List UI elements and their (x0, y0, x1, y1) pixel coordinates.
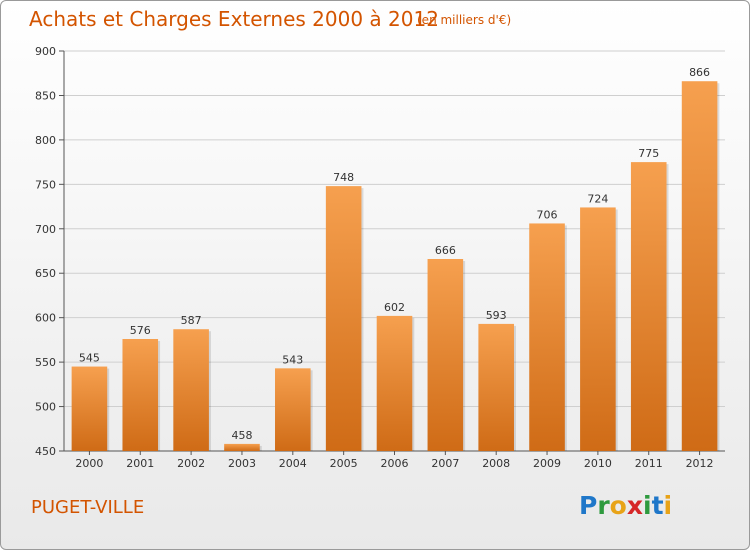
value-label: 587 (181, 314, 202, 327)
value-label: 593 (486, 309, 507, 322)
x-tick-label: 2006 (381, 457, 409, 470)
y-tick-label: 850 (35, 89, 56, 102)
chart-subtitle: (en milliers d'€) (417, 13, 512, 27)
value-label: 866 (689, 66, 710, 79)
x-tick-label: 2012 (686, 457, 714, 470)
value-label: 602 (384, 301, 405, 314)
logo-letter: i (643, 491, 652, 520)
x-tick-label: 2000 (75, 457, 103, 470)
bar (173, 329, 209, 451)
logo-letter: x (626, 491, 643, 520)
bar (275, 368, 311, 451)
proxiti-logo[interactable]: Proxiti (579, 491, 672, 520)
x-tick-label: 2011 (635, 457, 663, 470)
bar (376, 315, 413, 451)
logo-letter: o (609, 491, 627, 520)
x-tick-label: 2010 (584, 457, 612, 470)
x-tick-label: 2004 (279, 457, 307, 470)
x-tick-label: 2005 (330, 457, 358, 470)
y-tick-label: 600 (35, 312, 56, 325)
x-tick-label: 2007 (431, 457, 459, 470)
y-tick-label: 800 (35, 134, 56, 147)
commune-name: PUGET-VILLE (31, 497, 145, 518)
bar (71, 366, 108, 451)
x-tick-label: 2009 (533, 457, 561, 470)
bar (224, 443, 260, 451)
value-label: 748 (333, 171, 354, 184)
y-tick-label: 650 (35, 267, 56, 280)
logo-letter: t (651, 491, 664, 520)
x-tick-label: 2008 (482, 457, 510, 470)
labels: 450 500 550 600 650 700 750 800 850 900 545 2000 576… (35, 45, 714, 470)
value-label: 775 (638, 147, 659, 160)
bar (122, 339, 159, 451)
x-tick-label: 2003 (228, 457, 256, 470)
x-tick-label: 2001 (126, 457, 154, 470)
y-tick-label: 500 (35, 401, 56, 414)
bars (71, 81, 720, 451)
bar (325, 186, 362, 451)
bar (630, 162, 667, 451)
y-tick-label: 900 (35, 45, 56, 58)
x-tick-label: 2002 (177, 457, 205, 470)
bar (427, 259, 464, 451)
bar (681, 81, 718, 451)
value-label: 666 (435, 244, 456, 257)
bar (478, 323, 514, 451)
value-label: 458 (231, 429, 252, 442)
bar (529, 223, 565, 451)
chart-title: Achats et Charges Externes 2000 à 2012 (29, 7, 439, 31)
bar (580, 207, 616, 451)
logo-letter: P (579, 491, 598, 520)
y-tick-label: 550 (35, 356, 56, 369)
y-tick-label: 700 (35, 223, 56, 236)
value-label: 545 (79, 352, 100, 365)
logo-letter: r (597, 491, 610, 520)
value-label: 706 (537, 208, 558, 221)
y-tick-label: 450 (35, 445, 56, 458)
logo-letter: i (663, 491, 673, 520)
value-label: 724 (587, 192, 608, 205)
value-label: 576 (130, 324, 151, 337)
y-tick-label: 750 (35, 178, 56, 191)
value-label: 543 (282, 353, 303, 366)
